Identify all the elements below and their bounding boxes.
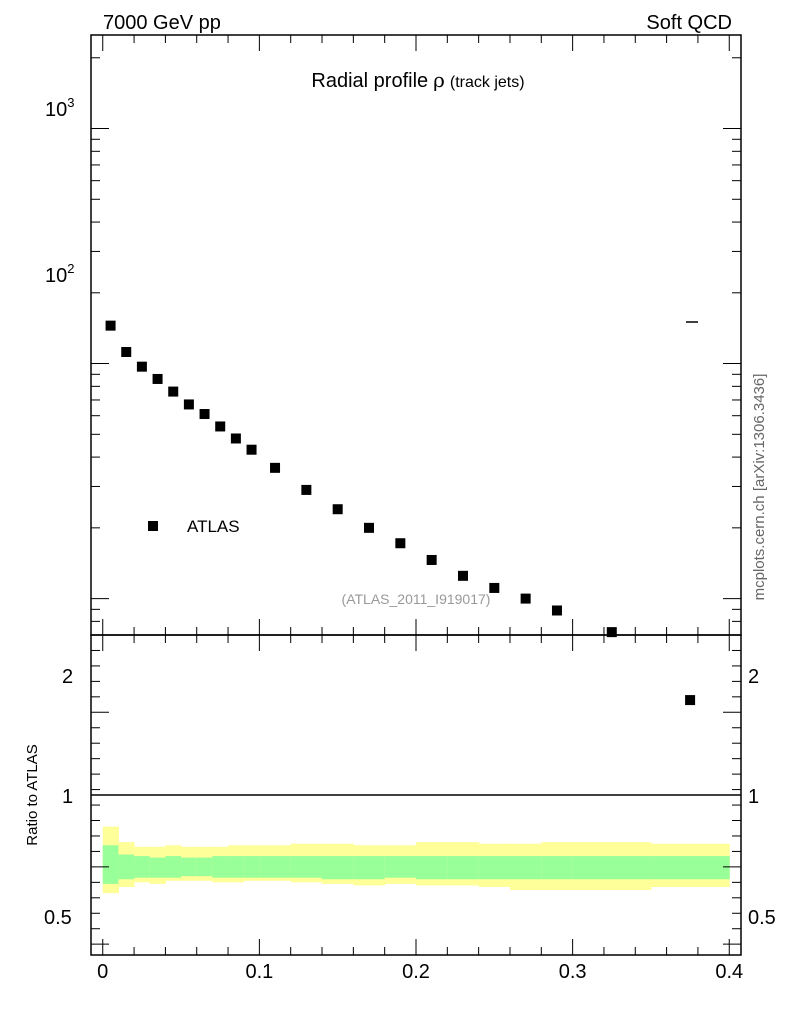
ratio-ytick-1-right: 1 [748, 786, 759, 808]
data-point [168, 386, 179, 397]
ratio-bands [102, 826, 730, 894]
ratio-band-inner [416, 856, 448, 880]
data-point [520, 593, 531, 604]
ratio-band-inner [447, 856, 480, 880]
title-suffix: (track jets) [450, 74, 525, 91]
ratio-band-inner [228, 856, 245, 878]
ratio-ytick-2-left: 2 [62, 666, 73, 688]
ratio-band-inner [212, 856, 229, 878]
plot-title: Radial profile ρ (track jets) [311, 68, 524, 92]
main-plot-ticks [91, 35, 741, 636]
data-point [364, 522, 375, 533]
ratio-band-inner [478, 856, 511, 880]
data-point [121, 346, 132, 357]
header-left: 7000 GeV pp [103, 12, 221, 34]
ratio-ytick-05-left: 0.5 [44, 907, 72, 929]
ytick-label-1000: 103 [45, 95, 74, 121]
data-markers [105, 320, 696, 706]
data-point [152, 373, 163, 384]
ratio-band-inner [165, 856, 182, 878]
ratio-band-inner [322, 856, 354, 880]
ratio-band-inner [541, 856, 574, 880]
data-point [215, 421, 226, 432]
data-point [136, 361, 147, 372]
ratio-ytick-05-right: 0.5 [748, 907, 776, 929]
ratio-ytick-1-left: 1 [62, 786, 73, 808]
data-point [183, 399, 194, 410]
ratio-band-inner [134, 856, 151, 878]
legend-label: ATLAS [187, 517, 240, 536]
ratio-band-inner [650, 856, 730, 880]
side-label: mcplots.cern.ch [arXiv:1306.3436] [751, 374, 768, 601]
title-main: Radial profile [311, 70, 428, 92]
legend-marker [148, 521, 158, 531]
data-point [301, 484, 312, 495]
ratio-plot-ticks [91, 635, 741, 955]
ytick-label-100: 102 [45, 261, 74, 287]
data-point [395, 538, 406, 549]
data-point [105, 320, 116, 331]
ratio-ytick-2-right: 2 [748, 666, 759, 688]
data-point [426, 554, 437, 565]
x-tick-label: 0 [97, 961, 108, 983]
ratio-band-inner [196, 857, 213, 877]
x-tick-label: 0.4 [715, 961, 743, 983]
x-tick-labels: 0 0.1 0.2 0.3 0.4 [97, 961, 743, 983]
ratio-band-inner [509, 856, 542, 880]
data-point [457, 570, 468, 581]
x-tick-label: 0.3 [559, 961, 587, 983]
x-tick-label: 0.1 [245, 961, 273, 983]
ratio-band-inner [259, 856, 292, 878]
data-point [489, 582, 500, 593]
main-plot-frame [90, 34, 742, 636]
analysis-watermark: (ATLAS_2011_I919017) [342, 591, 491, 607]
title-symbol: ρ [433, 68, 445, 92]
data-point [332, 504, 343, 515]
ratio-band-inner [384, 856, 417, 878]
data-point [270, 462, 281, 473]
data-point [199, 409, 210, 420]
ratio-band-inner [572, 856, 652, 880]
data-point [551, 605, 562, 616]
data-point [230, 433, 241, 444]
ratio-band-inner [102, 845, 119, 884]
x-tick-label: 0.2 [402, 961, 430, 983]
ratio-band-inner [149, 857, 166, 878]
ratio-band-inner [118, 854, 135, 880]
ratio-band-inner [353, 856, 386, 880]
ratio-band-inner [290, 856, 323, 878]
data-point [606, 627, 617, 638]
ratio-band-inner [243, 856, 260, 878]
data-point [246, 444, 257, 455]
ratio-band-inner [181, 857, 198, 877]
data-point [685, 695, 696, 706]
ratio-ylabel: Ratio to ATLAS [24, 744, 41, 845]
header-right: Soft QCD [646, 12, 732, 34]
